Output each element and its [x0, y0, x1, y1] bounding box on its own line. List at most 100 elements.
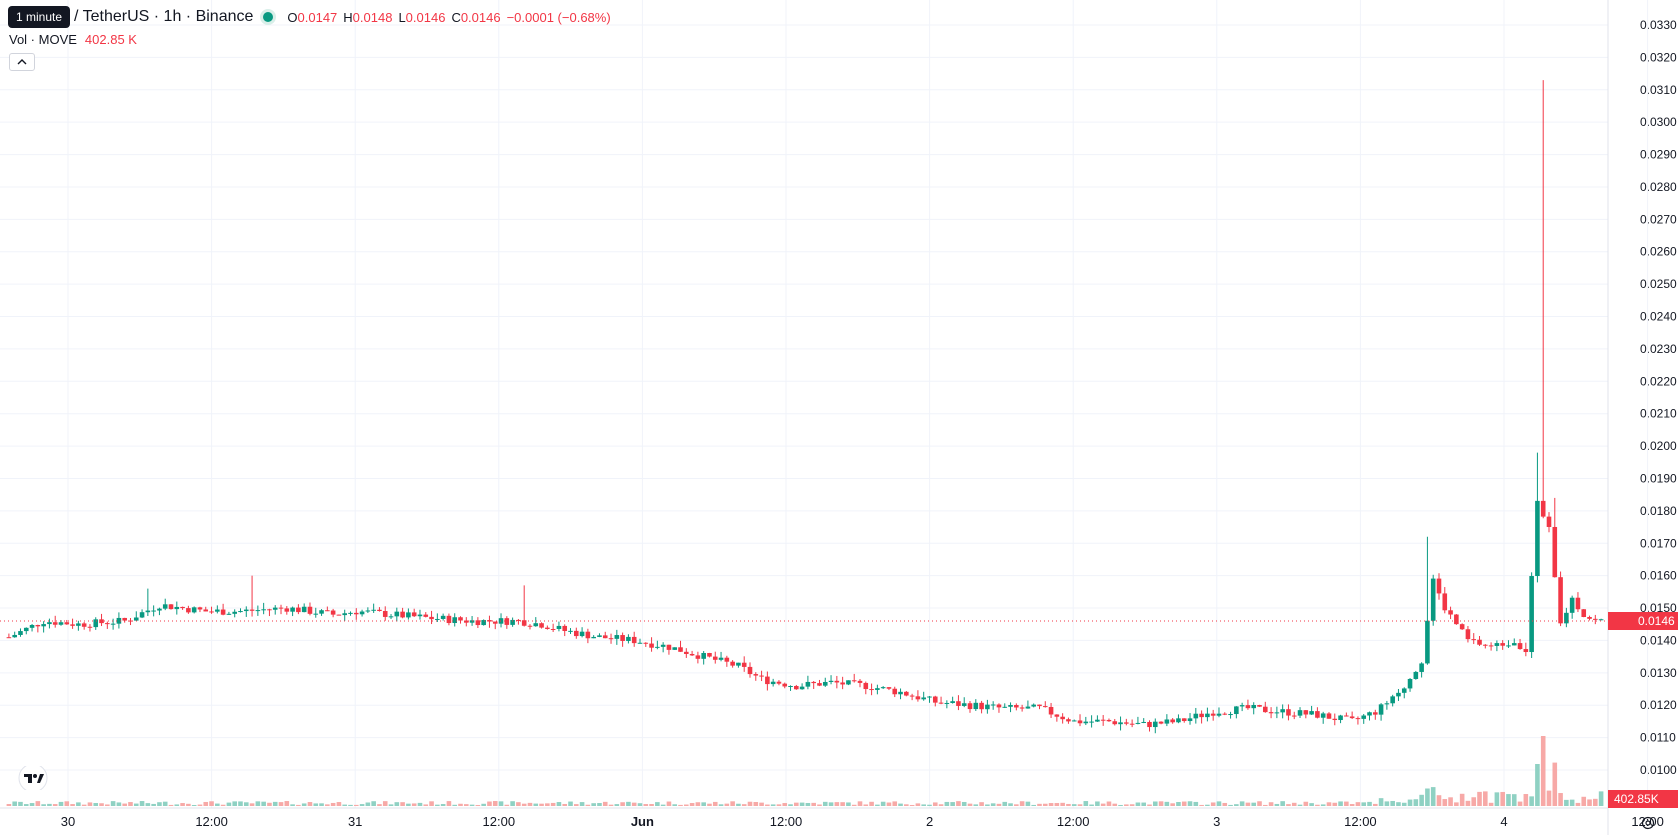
candle-body	[429, 616, 434, 620]
volume-bar	[377, 804, 382, 806]
candle-body	[1483, 644, 1488, 646]
time-tick-label: 12:00	[1344, 814, 1377, 829]
candle-body	[1558, 577, 1563, 624]
candle-body	[776, 681, 782, 684]
volume-bar	[342, 804, 348, 806]
candle-body	[1309, 711, 1314, 715]
candle-body	[1251, 705, 1257, 709]
volume-bar	[1436, 795, 1442, 806]
collapse-legend-button[interactable]	[9, 53, 35, 71]
candle-body	[944, 702, 950, 704]
volume-bar	[1089, 804, 1094, 806]
symbol-title[interactable]: / TetherUS · 1h · Binance	[74, 8, 254, 25]
volume-bar	[394, 802, 400, 806]
tradingview-logo-icon[interactable]	[18, 766, 48, 790]
low-value: 0.0146	[405, 9, 446, 25]
volume-bar	[915, 803, 921, 806]
price-tick-label: 0.0260	[1640, 245, 1677, 259]
volume-axis-label: 402.85K	[1614, 792, 1659, 806]
volume-bar	[1367, 801, 1372, 806]
candle-body	[1014, 705, 1019, 708]
volume-bar	[1546, 790, 1552, 806]
volume-bar	[1326, 802, 1332, 806]
volume-bar	[23, 804, 29, 806]
volume-bar	[243, 802, 249, 806]
volume-bar	[313, 803, 319, 806]
volume-bar	[1019, 801, 1025, 806]
candle-body	[1170, 719, 1175, 723]
volume-bar	[794, 802, 799, 806]
time-tick-label: 3	[1213, 814, 1220, 829]
price-tick-label: 0.0120	[1640, 698, 1677, 712]
volume-label: Vol · MOVE	[9, 32, 77, 47]
volume-bar	[1181, 801, 1187, 806]
candle-body	[1245, 705, 1251, 709]
candle-body	[614, 635, 620, 639]
volume-bar	[255, 801, 261, 806]
volume-bar	[411, 803, 417, 806]
candle-body	[93, 619, 99, 628]
volume-bar	[307, 802, 313, 806]
candle-body	[736, 662, 741, 666]
volume-bar	[64, 801, 70, 806]
candle-body	[869, 689, 874, 691]
candle-body	[1598, 619, 1604, 621]
price-tick-label: 0.0180	[1640, 504, 1677, 518]
volume-bar	[348, 804, 353, 806]
candle-body	[1274, 712, 1280, 714]
volume-bar	[145, 803, 151, 806]
volume-bar	[527, 802, 533, 806]
volume-bar	[197, 804, 203, 806]
volume-bar	[1176, 801, 1181, 806]
volume-bar	[996, 803, 1002, 806]
candle-body	[770, 681, 776, 685]
volume-bar	[1593, 798, 1598, 806]
high-label: H	[343, 9, 353, 25]
candle-body	[1378, 704, 1384, 715]
volume-bar	[1454, 802, 1459, 806]
candle-body	[1176, 718, 1181, 723]
volume-bar	[684, 804, 689, 806]
candle-body	[1523, 649, 1529, 653]
candle-body	[23, 627, 29, 632]
candle-body	[516, 619, 521, 621]
volume-bar	[1442, 799, 1448, 806]
candle-body	[637, 642, 643, 644]
volume-bar	[678, 804, 683, 806]
time-tick-label: 12:00	[1057, 814, 1090, 829]
price-tick-label: 0.0220	[1640, 374, 1677, 388]
candle-body	[498, 618, 504, 624]
candle-body	[846, 680, 851, 685]
volume-bar	[961, 801, 967, 806]
time-tick-label: 2	[926, 814, 933, 829]
volume-bar	[1268, 802, 1274, 806]
price-tick-label: 0.0150	[1640, 601, 1677, 615]
candle-body	[747, 666, 753, 675]
candle-body	[1095, 719, 1100, 722]
volume-bar	[1124, 804, 1129, 806]
candle-body	[527, 625, 533, 627]
candle-body	[1066, 719, 1071, 722]
volume-bar	[1396, 802, 1401, 806]
volume-bar	[1118, 804, 1123, 806]
volume-bar	[1158, 801, 1164, 806]
volume-bar	[822, 801, 828, 806]
volume-bar	[1054, 803, 1060, 806]
candle-body	[232, 611, 237, 614]
volume-bar	[973, 804, 979, 806]
candle-body	[139, 612, 145, 618]
volume-bar	[1291, 802, 1297, 806]
volume-bar	[591, 803, 596, 806]
volume-bar	[990, 803, 996, 806]
volume-bar	[261, 801, 266, 806]
candle-body	[70, 624, 75, 626]
volume-bar	[1286, 804, 1291, 806]
volume-bar	[1564, 799, 1569, 806]
settings-gear-icon[interactable]	[1640, 815, 1656, 831]
volume-bar	[550, 802, 556, 806]
price-tick-label: 0.0160	[1640, 569, 1677, 583]
candle-body	[336, 614, 342, 616]
volume-bar	[1048, 803, 1054, 806]
candle-body	[76, 623, 81, 626]
